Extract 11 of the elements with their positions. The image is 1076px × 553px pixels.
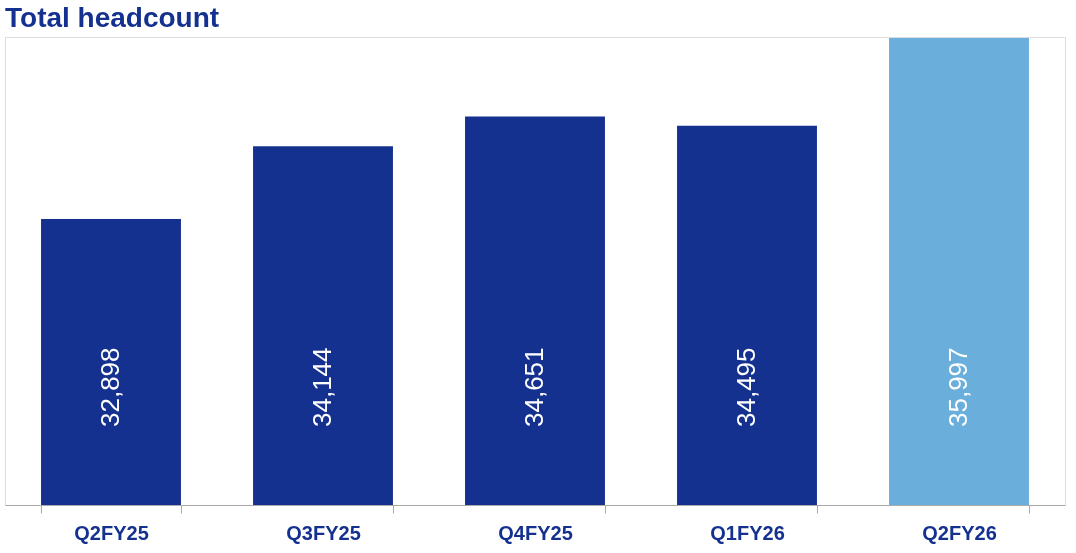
data-label: 34,144	[307, 347, 337, 427]
x-tick-label: Q2FY25	[74, 521, 149, 544]
data-label: 34,495	[731, 347, 761, 427]
data-label: 34,651	[519, 347, 549, 427]
x-tick-label: Q1FY26	[710, 521, 785, 544]
chart-title: Total headcount	[5, 2, 220, 33]
x-tick-label: Q3FY25	[286, 521, 361, 544]
data-label: 35,997	[943, 347, 973, 427]
x-tick-label: Q4FY25	[498, 521, 573, 544]
data-label: 32,898	[95, 347, 125, 427]
x-tick-label: Q2FY26	[922, 521, 997, 544]
